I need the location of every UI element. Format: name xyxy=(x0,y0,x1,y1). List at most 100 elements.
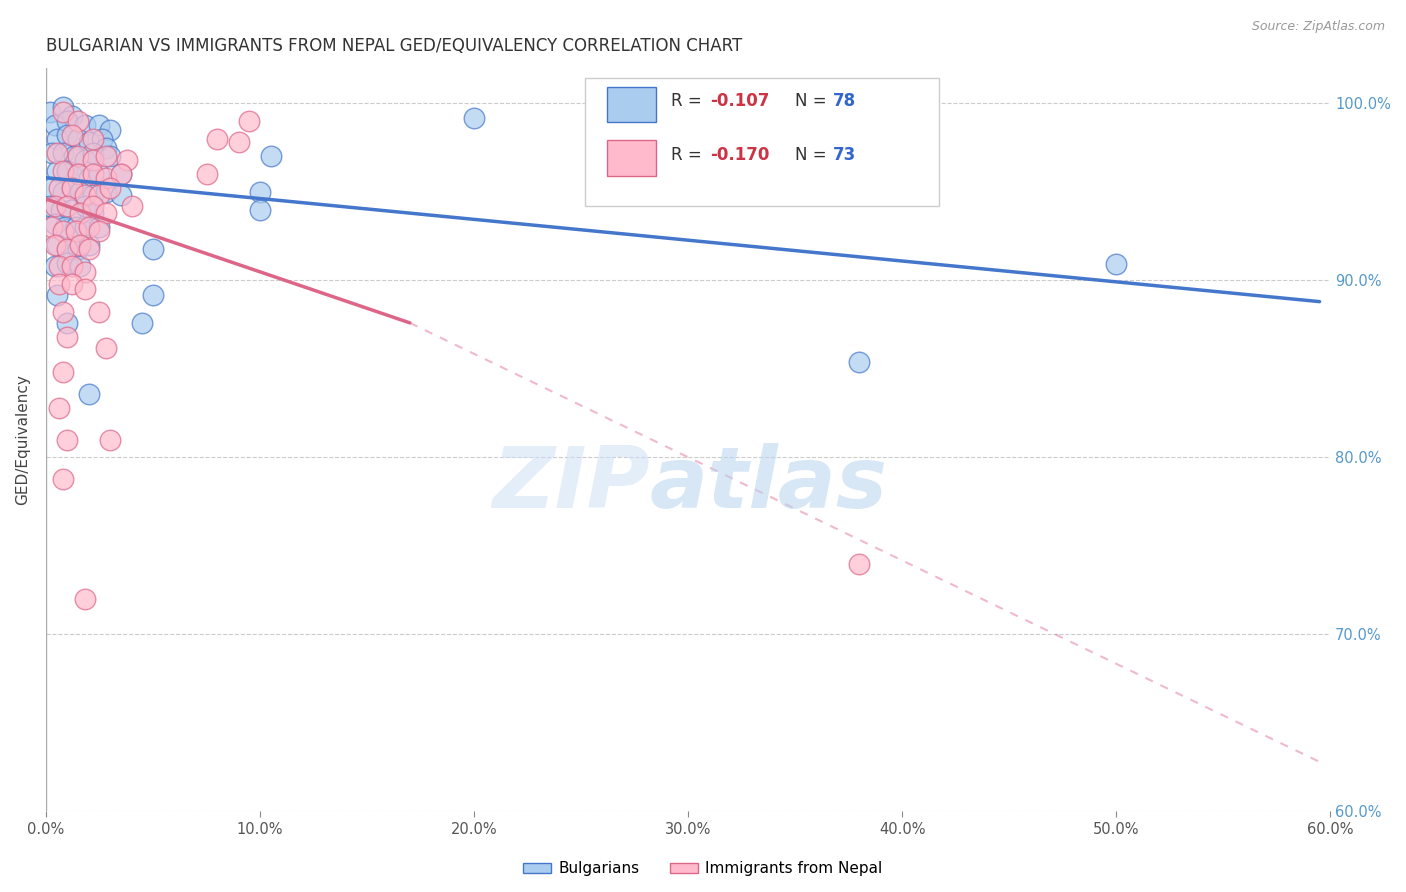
Point xyxy=(48,277,70,291)
Point xyxy=(131,316,153,330)
Point xyxy=(69,259,91,273)
Point xyxy=(41,220,63,235)
Point xyxy=(82,199,104,213)
Point xyxy=(56,255,79,269)
Point xyxy=(60,277,83,291)
Point xyxy=(463,111,485,125)
Point xyxy=(44,238,66,252)
Point xyxy=(98,433,121,447)
FancyBboxPatch shape xyxy=(607,140,657,176)
Text: ZIP: ZIP xyxy=(492,442,650,525)
Point xyxy=(44,118,66,132)
Point xyxy=(67,149,90,163)
Point xyxy=(94,341,117,355)
Point xyxy=(89,118,111,132)
Point xyxy=(65,220,87,235)
Point xyxy=(52,163,75,178)
Point xyxy=(94,149,117,163)
Text: -0.107: -0.107 xyxy=(710,93,769,111)
Point xyxy=(228,136,250,150)
Text: 73: 73 xyxy=(834,146,856,164)
Point xyxy=(94,206,117,220)
Point xyxy=(49,202,72,217)
Text: N =: N = xyxy=(794,146,831,164)
Point xyxy=(260,149,283,163)
Point xyxy=(98,181,121,195)
Point xyxy=(44,259,66,273)
Point xyxy=(45,163,67,178)
Y-axis label: GED/Equivalency: GED/Equivalency xyxy=(15,375,30,505)
Point xyxy=(89,224,111,238)
Point xyxy=(77,386,100,401)
Point xyxy=(60,181,83,195)
Point xyxy=(82,188,104,202)
Point xyxy=(110,167,132,181)
Point xyxy=(94,170,117,185)
Point xyxy=(142,242,165,256)
Point xyxy=(77,238,100,252)
Point xyxy=(89,305,111,319)
Point xyxy=(45,238,67,252)
Text: BULGARIAN VS IMMIGRANTS FROM NEPAL GED/EQUIVALENCY CORRELATION CHART: BULGARIAN VS IMMIGRANTS FROM NEPAL GED/E… xyxy=(46,37,742,55)
Point xyxy=(67,167,90,181)
Point xyxy=(195,167,218,181)
Text: atlas: atlas xyxy=(650,442,887,525)
Point xyxy=(73,264,96,278)
Point xyxy=(62,149,84,163)
Point xyxy=(60,259,83,273)
Point xyxy=(142,287,165,301)
Point xyxy=(60,181,83,195)
Point xyxy=(65,224,87,238)
Point xyxy=(39,199,62,213)
Point xyxy=(73,118,96,132)
Point xyxy=(89,188,111,202)
Text: R =: R = xyxy=(672,93,707,111)
Point xyxy=(94,140,117,154)
Point xyxy=(45,145,67,160)
Point xyxy=(52,366,75,380)
Point xyxy=(53,220,76,235)
Point xyxy=(60,202,83,217)
Point xyxy=(82,206,104,220)
Point xyxy=(73,199,96,213)
Point xyxy=(89,220,111,235)
Point xyxy=(56,114,79,128)
Point xyxy=(82,132,104,146)
Point xyxy=(1105,257,1128,271)
Point xyxy=(89,167,111,181)
Point xyxy=(98,123,121,137)
Point xyxy=(73,282,96,296)
Point xyxy=(110,188,132,202)
Point xyxy=(98,149,121,163)
Point xyxy=(90,132,112,146)
Point xyxy=(60,109,83,123)
Point xyxy=(67,242,90,256)
Point xyxy=(249,202,271,217)
Point xyxy=(77,220,100,235)
Point xyxy=(73,220,96,235)
Point xyxy=(56,433,79,447)
Point xyxy=(69,206,91,220)
Point xyxy=(56,128,79,143)
Point xyxy=(77,170,100,185)
Point xyxy=(121,199,143,213)
Point xyxy=(67,167,90,181)
Point xyxy=(67,132,90,146)
Point xyxy=(848,355,870,369)
Point xyxy=(77,242,100,256)
Point xyxy=(52,105,75,120)
Point xyxy=(848,557,870,571)
Point xyxy=(110,167,132,181)
Text: R =: R = xyxy=(672,146,707,164)
Point xyxy=(60,128,83,143)
Point xyxy=(73,592,96,607)
Point xyxy=(205,132,228,146)
Point xyxy=(82,167,104,181)
Point xyxy=(82,145,104,160)
Point xyxy=(41,181,63,195)
Point xyxy=(238,114,260,128)
Point xyxy=(117,153,139,167)
Legend: Bulgarians, Immigrants from Nepal: Bulgarians, Immigrants from Nepal xyxy=(517,855,889,882)
Point xyxy=(52,305,75,319)
Point xyxy=(45,132,67,146)
